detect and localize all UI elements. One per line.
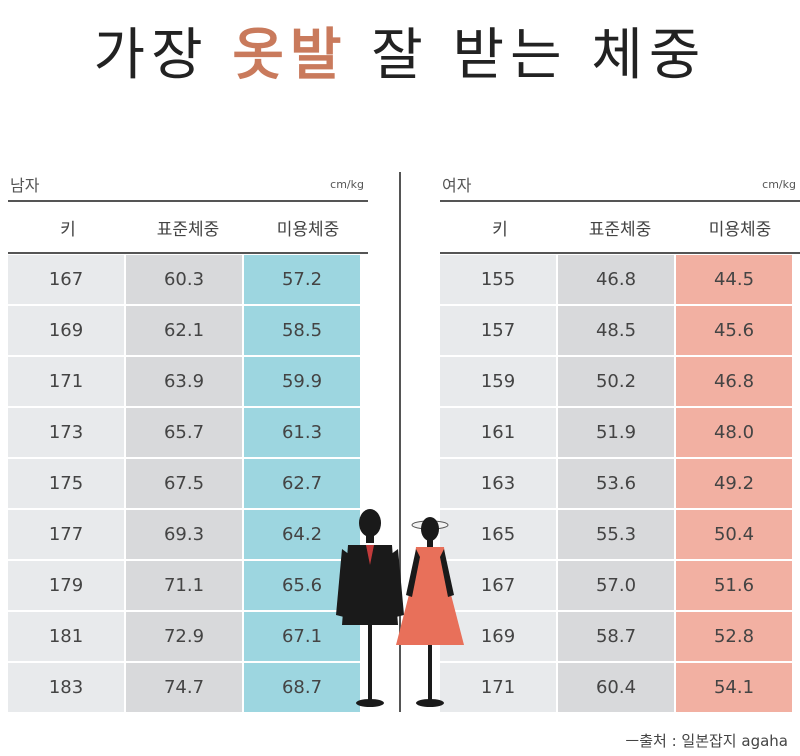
men-beauty-weight-cell: 61.3: [244, 408, 360, 457]
women-beauty-weight-cell: 49.2: [676, 459, 792, 508]
mannequin-illustration: [336, 509, 464, 707]
men-header-beauty: 미용체중: [276, 219, 340, 240]
women-rows: 155 46.8 44.5 157 48.5 45.6 159 50.2 46.8 161 51.9…: [440, 254, 800, 713]
men-label: 남자: [10, 176, 40, 195]
women-table-row: 155 46.8 44.5: [440, 254, 800, 305]
women-standard-weight-cell: 58.7: [558, 612, 674, 661]
women-table-row: 157 48.5 45.6: [440, 305, 800, 356]
women-table-header: 여자 cm/kg: [440, 168, 800, 202]
women-table: 여자 cm/kg 키 표준체중 미용체중 155 46.8 44.5 157 48.5 4…: [440, 168, 800, 713]
women-height-cell: 171: [440, 663, 556, 712]
title-suffix: 잘 받는 체중: [347, 23, 707, 88]
title-highlight: 옷발: [232, 23, 348, 88]
women-height-cell: 157: [440, 306, 556, 355]
page-title: 가장 옷발 잘 받는 체중: [0, 10, 800, 91]
women-beauty-weight-cell: 48.0: [676, 408, 792, 457]
men-standard-weight-cell: 62.1: [126, 306, 242, 355]
women-height-cell: 159: [440, 357, 556, 406]
women-height-cell: 163: [440, 459, 556, 508]
women-standard-weight-cell: 57.0: [558, 561, 674, 610]
women-table-row: 163 53.6 49.2: [440, 458, 800, 509]
women-label: 여자: [442, 176, 472, 195]
men-header-height: 키: [60, 219, 76, 240]
women-standard-weight-cell: 46.8: [558, 255, 674, 304]
men-table-row: 167 60.3 57.2: [8, 254, 368, 305]
women-standard-weight-cell: 55.3: [558, 510, 674, 559]
men-standard-weight-cell: 60.3: [126, 255, 242, 304]
women-table-row: 161 51.9 48.0: [440, 407, 800, 458]
women-beauty-weight-cell: 52.8: [676, 612, 792, 661]
men-height-cell: 177: [8, 510, 124, 559]
men-column-headers: 키 표준체중 미용체중: [8, 202, 368, 254]
women-table-row: 171 60.4 54.1: [440, 662, 800, 713]
women-standard-weight-cell: 60.4: [558, 663, 674, 712]
women-beauty-weight-cell: 51.6: [676, 561, 792, 610]
men-table-row: 179 71.1 65.6: [8, 560, 368, 611]
women-table-row: 169 58.7 52.8: [440, 611, 800, 662]
men-beauty-weight-cell: 67.1: [244, 612, 360, 661]
source-note: ㅡ출처 : 일본잡지 agaha: [625, 732, 788, 750]
women-standard-weight-cell: 53.6: [558, 459, 674, 508]
men-height-cell: 179: [8, 561, 124, 610]
men-standard-weight-cell: 74.7: [126, 663, 242, 712]
men-height-cell: 167: [8, 255, 124, 304]
women-beauty-weight-cell: 46.8: [676, 357, 792, 406]
men-standard-weight-cell: 72.9: [126, 612, 242, 661]
women-beauty-weight-cell: 44.5: [676, 255, 792, 304]
men-table-row: 173 65.7 61.3: [8, 407, 368, 458]
men-unit: cm/kg: [330, 178, 364, 191]
men-beauty-weight-cell: 57.2: [244, 255, 360, 304]
women-header-beauty: 미용체중: [708, 219, 772, 240]
men-beauty-weight-cell: 68.7: [244, 663, 360, 712]
male-mannequin-icon: [336, 509, 404, 707]
men-beauty-weight-cell: 58.5: [244, 306, 360, 355]
men-table-row: 175 67.5 62.7: [8, 458, 368, 509]
men-standard-weight-cell: 71.1: [126, 561, 242, 610]
men-table-row: 181 72.9 67.1: [8, 611, 368, 662]
women-beauty-weight-cell: 50.4: [676, 510, 792, 559]
men-height-cell: 181: [8, 612, 124, 661]
women-standard-weight-cell: 51.9: [558, 408, 674, 457]
men-rows: 167 60.3 57.2 169 62.1 58.5 171 63.9 59.9 173 65.7…: [8, 254, 368, 713]
men-beauty-weight-cell: 62.7: [244, 459, 360, 508]
men-table: 남자 cm/kg 키 표준체중 미용체중 167 60.3 57.2 169 62.1 5…: [8, 168, 368, 713]
women-table-row: 165 55.3 50.4: [440, 509, 800, 560]
center-divider: [399, 172, 401, 712]
women-header-height: 키: [492, 219, 508, 240]
female-mannequin-icon: [396, 517, 464, 707]
men-table-row: 183 74.7 68.7: [8, 662, 368, 713]
men-standard-weight-cell: 67.5: [126, 459, 242, 508]
men-table-row: 171 63.9 59.9: [8, 356, 368, 407]
men-height-cell: 175: [8, 459, 124, 508]
women-header-standard: 표준체중: [588, 219, 652, 240]
men-beauty-weight-cell: 59.9: [244, 357, 360, 406]
men-standard-weight-cell: 63.9: [126, 357, 242, 406]
women-table-row: 159 50.2 46.8: [440, 356, 800, 407]
women-height-cell: 167: [440, 561, 556, 610]
women-beauty-weight-cell: 54.1: [676, 663, 792, 712]
men-height-cell: 171: [8, 357, 124, 406]
women-beauty-weight-cell: 45.6: [676, 306, 792, 355]
title-prefix: 가장: [93, 23, 233, 88]
women-unit: cm/kg: [762, 178, 796, 191]
women-standard-weight-cell: 50.2: [558, 357, 674, 406]
men-height-cell: 169: [8, 306, 124, 355]
men-height-cell: 173: [8, 408, 124, 457]
men-table-row: 177 69.3 64.2: [8, 509, 368, 560]
men-beauty-weight-cell: 64.2: [244, 510, 360, 559]
men-height-cell: 183: [8, 663, 124, 712]
women-height-cell: 161: [440, 408, 556, 457]
men-table-row: 169 62.1 58.5: [8, 305, 368, 356]
men-standard-weight-cell: 65.7: [126, 408, 242, 457]
women-table-row: 167 57.0 51.6: [440, 560, 800, 611]
men-header-standard: 표준체중: [156, 219, 220, 240]
men-standard-weight-cell: 69.3: [126, 510, 242, 559]
women-height-cell: 165: [440, 510, 556, 559]
women-standard-weight-cell: 48.5: [558, 306, 674, 355]
women-column-headers: 키 표준체중 미용체중: [440, 202, 800, 254]
men-table-header: 남자 cm/kg: [8, 168, 368, 202]
women-height-cell: 155: [440, 255, 556, 304]
